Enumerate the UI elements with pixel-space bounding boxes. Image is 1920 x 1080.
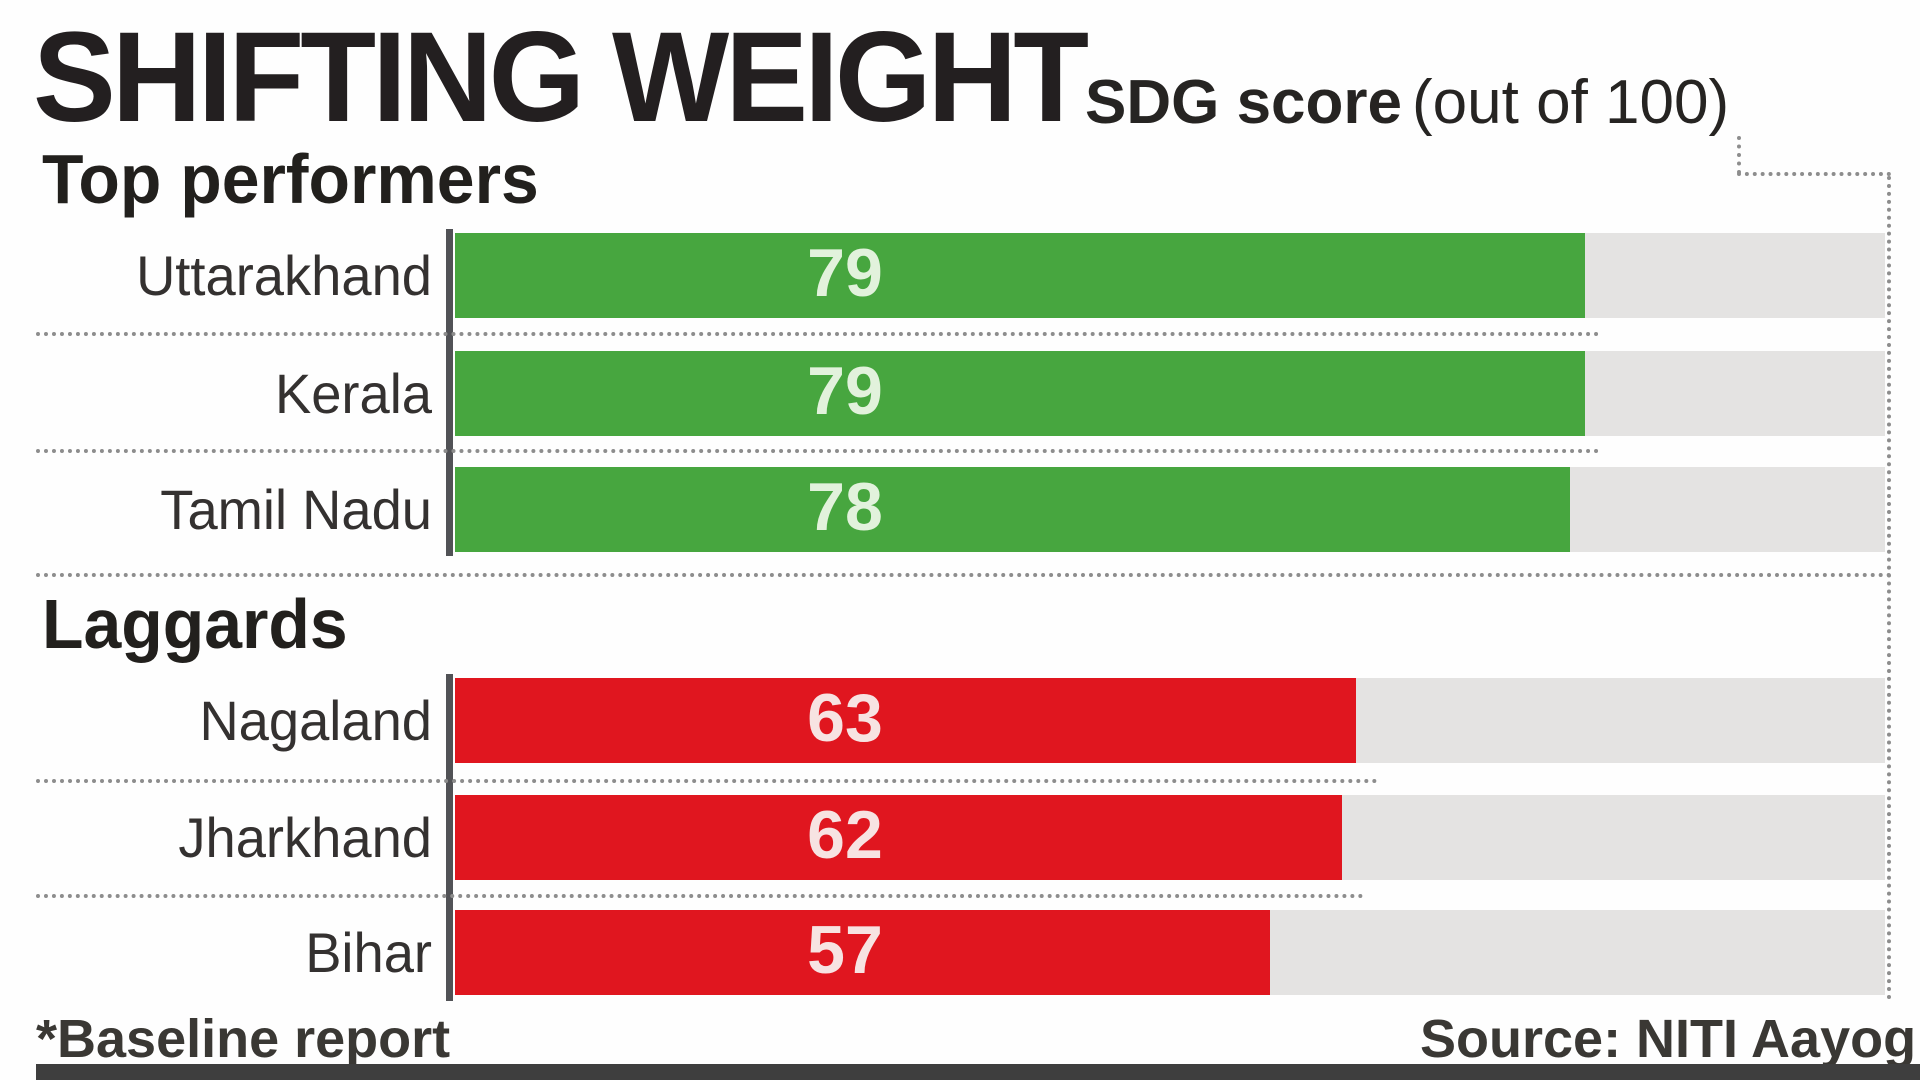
score-value: 78	[807, 469, 883, 545]
callout-connector-horizontal	[1737, 172, 1891, 176]
chart-subtitle: SDG score (out of 100)	[1085, 72, 1729, 134]
state-label: Jharkhand	[178, 806, 432, 869]
state-label: Kerala	[274, 362, 432, 425]
bar	[455, 795, 1342, 880]
source-credit: Source: NITI Aayog	[1420, 1009, 1917, 1069]
bar-row: Jharkhand 62	[0, 795, 1920, 880]
state-label: Nagaland	[199, 689, 432, 752]
bar	[455, 351, 1585, 436]
score-value: 79	[807, 353, 883, 429]
axis-line-bottom-group	[446, 674, 453, 1001]
score-value: 63	[807, 680, 883, 756]
bottom-rule	[36, 1064, 1920, 1080]
row-separator	[36, 449, 1600, 453]
bar-row: Uttarakhand 79	[0, 233, 1920, 318]
subtitle-paren: (out of 100)	[1412, 68, 1730, 137]
bar-row: Bihar 57	[0, 910, 1920, 995]
bar	[455, 678, 1356, 763]
bar	[455, 910, 1270, 995]
score-value: 57	[807, 912, 883, 988]
bar-row: Tamil Nadu 78	[0, 467, 1920, 552]
subtitle-bold: SDG score	[1085, 68, 1403, 137]
state-label: Bihar	[305, 921, 432, 984]
bar	[455, 467, 1570, 552]
state-label: Tamil Nadu	[160, 478, 432, 541]
row-separator	[36, 894, 1364, 898]
score-value: 62	[807, 797, 883, 873]
group-separator	[36, 573, 1893, 577]
gridline-100	[1887, 176, 1891, 1000]
page-title: SHIFTING WEIGHT	[33, 6, 1089, 149]
state-label: Uttarakhand	[136, 244, 432, 307]
bar-row: Kerala 79	[0, 351, 1920, 436]
footnote: *Baseline report	[36, 1009, 451, 1069]
row-separator	[36, 779, 1378, 783]
group-heading-laggards: Laggards	[42, 585, 348, 663]
callout-connector-vertical	[1737, 136, 1741, 174]
score-value: 79	[807, 235, 883, 311]
group-heading-top-performers: Top performers	[42, 140, 539, 218]
axis-line-top-group	[446, 229, 453, 556]
bar	[455, 233, 1585, 318]
row-separator	[36, 332, 1600, 336]
bar-row: Nagaland 63	[0, 678, 1920, 763]
